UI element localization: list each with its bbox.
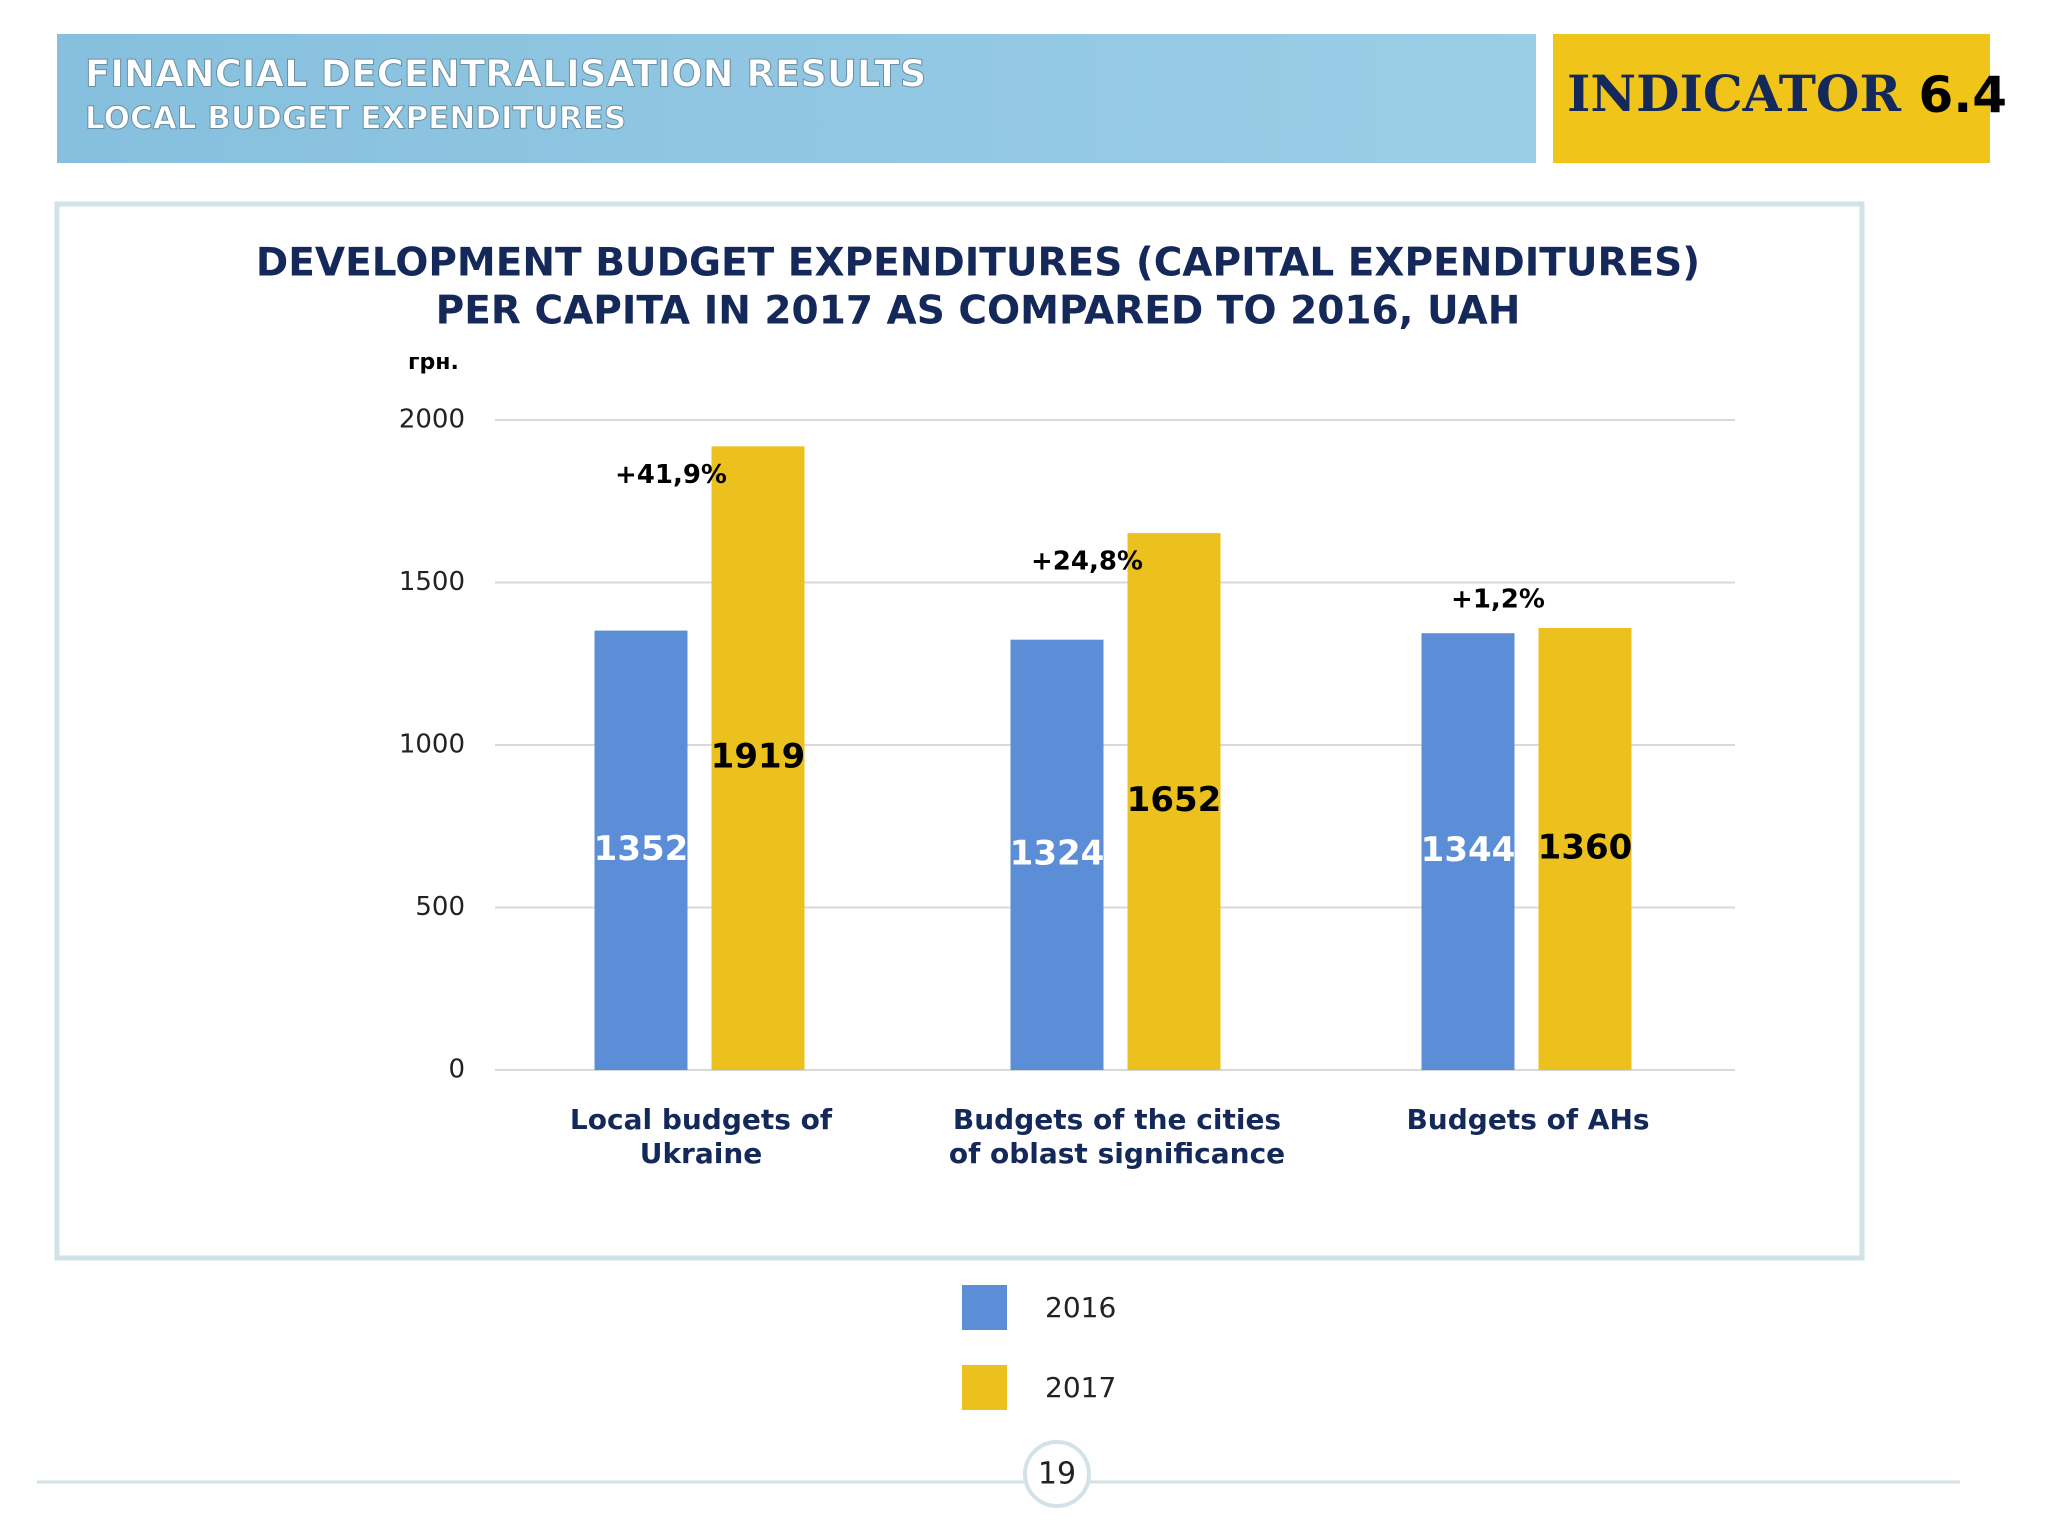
x-tick-label: Budgets of AHs	[1406, 1103, 1650, 1136]
change-annotation: +24,8%	[1031, 547, 1143, 577]
legend-swatch	[962, 1365, 1007, 1410]
page-number: 19	[1038, 1457, 1076, 1492]
legend-swatch	[962, 1285, 1007, 1330]
legend-label: 2017	[1045, 1371, 1116, 1404]
header-subtitle: LOCAL BUDGET EXPENDITURES	[85, 101, 626, 137]
header-title: FINANCIAL DECENTRALISATION RESULTS	[85, 53, 926, 96]
bar	[711, 446, 805, 1070]
indicator-label: INDICATOR 6.4	[1567, 64, 2007, 124]
y-tick-label: 2000	[399, 405, 465, 435]
bar	[594, 630, 688, 1070]
page-number-circle	[1023, 1440, 1091, 1508]
indicator-number: 6.4	[1918, 66, 2007, 124]
y-tick-label: 1000	[399, 730, 465, 760]
bar	[1421, 633, 1515, 1070]
header-bar	[57, 34, 1536, 163]
value-label: 1324	[1010, 833, 1105, 873]
bar	[1010, 639, 1104, 1070]
indicator-box	[1553, 34, 1990, 163]
value-label: 1344	[1421, 830, 1516, 870]
chart-title: DEVELOPMENT BUDGET EXPENDITURES (CAPITAL…	[256, 241, 1700, 286]
change-annotation: +41,9%	[615, 460, 727, 490]
y-axis-unit: грн.	[408, 350, 459, 375]
change-annotation: +1,2%	[1451, 585, 1545, 615]
bar	[1538, 628, 1632, 1070]
value-label: 1652	[1127, 780, 1222, 820]
legend-label: 2016	[1045, 1291, 1116, 1324]
value-label: 1360	[1538, 828, 1633, 868]
y-tick-label: 0	[448, 1055, 465, 1085]
chart-title: PER CAPITA IN 2017 AS COMPARED TO 2016, …	[436, 289, 1521, 334]
x-tick-label: Local budgets of Ukraine	[569, 1103, 833, 1170]
y-tick-label: 1500	[399, 567, 465, 597]
bar	[1127, 533, 1221, 1070]
value-label: 1919	[711, 737, 806, 777]
y-tick-label: 500	[415, 892, 465, 922]
value-label: 1352	[594, 829, 689, 869]
indicator-text: INDICATOR	[1567, 64, 1901, 123]
x-tick-label: Budgets of the cities of oblast signific…	[948, 1103, 1286, 1170]
